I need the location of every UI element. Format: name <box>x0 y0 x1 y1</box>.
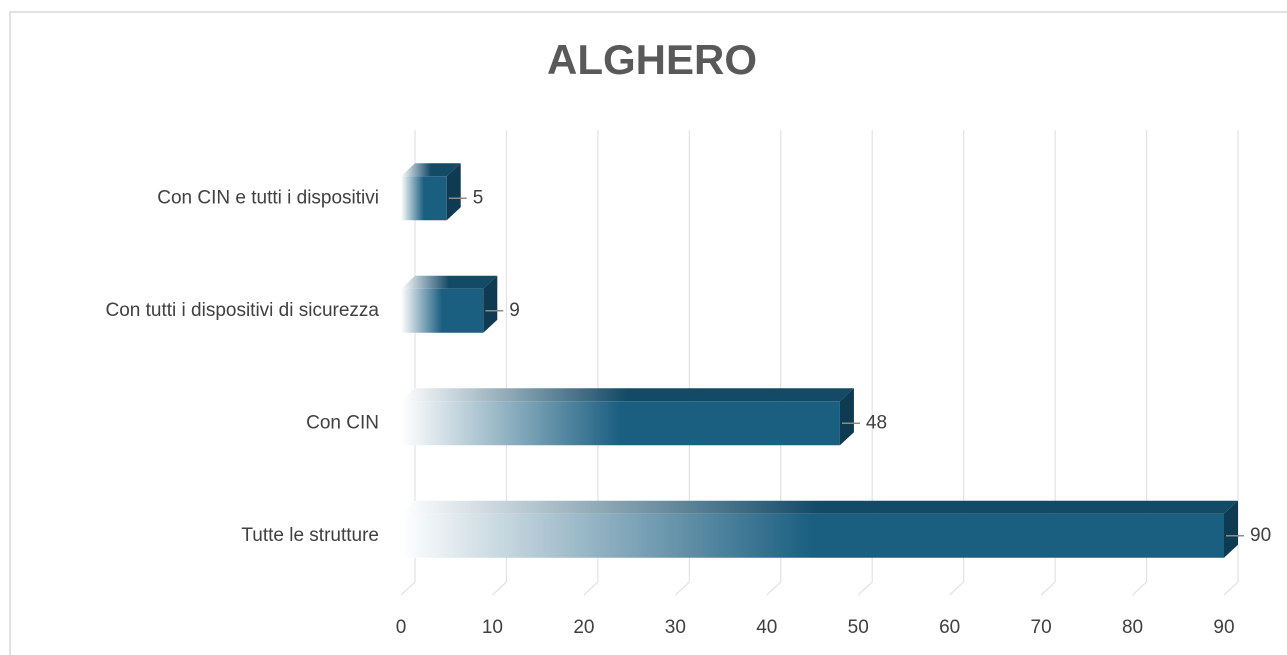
bar <box>401 275 498 333</box>
grid-line <box>766 130 782 596</box>
chart-title: ALGHERO <box>547 36 757 83</box>
y-tick-label: Con tutti i dispositivi di sicurezza <box>106 300 380 321</box>
bar <box>401 500 1238 558</box>
bar-front <box>401 513 1224 558</box>
x-tick-label: 0 <box>396 617 407 638</box>
bar-top <box>401 275 498 289</box>
x-tick-label: 50 <box>848 617 869 638</box>
grid-line <box>1223 130 1239 596</box>
x-tick-label: 90 <box>1213 617 1234 638</box>
x-tick-label: 70 <box>1031 617 1052 638</box>
bar-front <box>401 176 447 221</box>
y-tick-label: Con CIN e tutti i dispositivi <box>157 187 379 208</box>
grid-line <box>1132 130 1148 596</box>
x-tick-label: 60 <box>939 617 960 638</box>
grid-line <box>857 130 873 596</box>
bar-front <box>401 401 840 446</box>
bar-side <box>446 163 461 221</box>
y-tick-label: Con CIN <box>306 412 379 433</box>
bar-top <box>401 163 461 177</box>
grid-line <box>1040 130 1056 596</box>
grid-line <box>583 130 599 596</box>
grid-line <box>674 130 690 596</box>
x-tick-label: 40 <box>756 617 777 638</box>
bar-front <box>401 288 484 333</box>
grid-line <box>492 130 508 596</box>
data-label: 90 <box>1250 525 1271 546</box>
x-tick-label: 20 <box>573 617 594 638</box>
bar <box>401 163 461 221</box>
x-tick-label: 80 <box>1122 617 1143 638</box>
data-label: 5 <box>473 187 484 208</box>
x-tick-label: 10 <box>482 617 503 638</box>
x-tick-label: 30 <box>665 617 686 638</box>
grid-line <box>949 130 965 596</box>
bar <box>401 388 854 446</box>
bar-top <box>401 500 1238 514</box>
bar-side <box>483 275 498 333</box>
y-tick-label: Tutte le strutture <box>241 525 379 546</box>
chart-frame <box>9 11 1287 655</box>
bar-side <box>839 388 854 446</box>
bar-top <box>401 388 854 402</box>
bar-side <box>1224 500 1238 558</box>
data-label: 9 <box>509 300 520 321</box>
data-label: 48 <box>866 412 887 433</box>
